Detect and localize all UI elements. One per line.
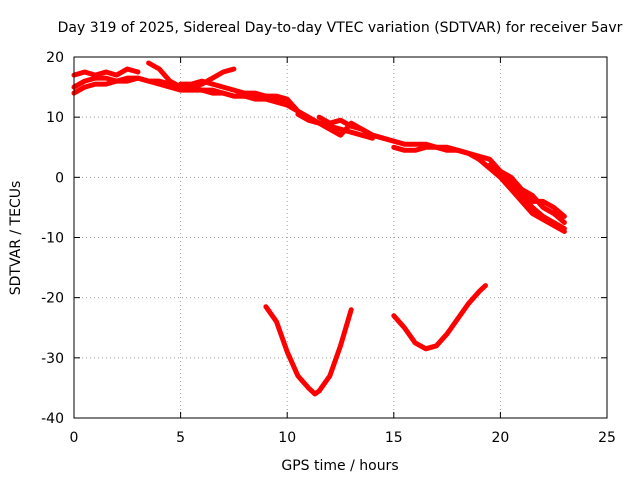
x-tick-label: 25 bbox=[598, 430, 616, 446]
series-line-sat-h bbox=[391, 144, 567, 234]
series-line-sat-d bbox=[146, 60, 237, 90]
y-tick-label: -30 bbox=[41, 351, 64, 367]
y-tick-label: 20 bbox=[46, 50, 64, 66]
x-tick-label: 10 bbox=[278, 430, 296, 446]
series-layer bbox=[71, 60, 567, 397]
y-tick-label: -10 bbox=[41, 231, 64, 247]
x-tick-label: 20 bbox=[491, 430, 509, 446]
series-line-sat-j bbox=[497, 168, 567, 225]
x-tick-label: 0 bbox=[70, 430, 79, 446]
series-line-sat-l bbox=[391, 283, 488, 352]
grid bbox=[74, 57, 607, 418]
chart-title: Day 319 of 2025, Sidereal Day-to-day VTE… bbox=[58, 20, 623, 36]
x-tick-label: 5 bbox=[176, 430, 185, 446]
x-axis-label: GPS time / hours bbox=[281, 458, 398, 474]
series-line-sat-c bbox=[71, 75, 290, 108]
y-tick-label: -20 bbox=[41, 291, 64, 307]
series-line-sat-e bbox=[178, 78, 301, 114]
x-tick-label: 15 bbox=[385, 430, 403, 446]
y-axis-label: SDTVAR / TECUs bbox=[8, 181, 24, 296]
series-line-sat-i bbox=[487, 162, 567, 219]
series-line-sat-k bbox=[263, 304, 354, 397]
ticks: 0 5 10 15 20 25 -40 -30 -20 -10 0 10 20 bbox=[41, 50, 616, 446]
y-tick-label: -40 bbox=[41, 411, 64, 427]
plot-frame bbox=[73, 56, 608, 419]
y-tick-label: 10 bbox=[46, 110, 64, 126]
y-tick-label: 0 bbox=[55, 170, 64, 186]
series-line-sat-b bbox=[71, 66, 141, 78]
